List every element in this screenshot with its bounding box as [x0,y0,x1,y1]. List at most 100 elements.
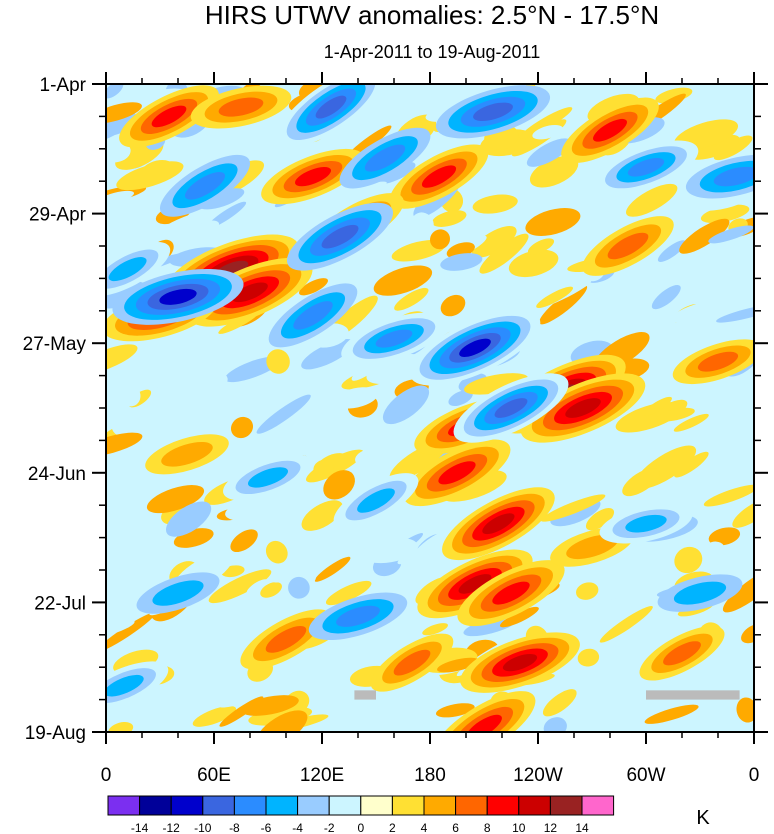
colorbar-swatch [328,795,362,816]
anomaly-contour [159,288,197,305]
anomaly-contour [364,144,406,172]
colorbar-swatch [486,795,520,816]
texture-patch [411,212,434,236]
texture-patch [355,449,380,466]
texture-patch [526,138,572,167]
colorbar-tick-label: 6 [452,821,459,834]
texture-patch [577,648,600,667]
anomaly-contour [161,442,213,467]
texture-patch [585,508,615,531]
x-tick-label: 120W [513,765,563,786]
colorbar-swatch [360,795,393,816]
texture-patch [235,604,288,645]
texture-patch [688,134,740,160]
texture-patch [479,233,529,274]
anomaly-contour [438,461,476,485]
x-tick-label: 180 [414,765,446,786]
chart-title: HIRS UTWV anomalies: 2.5°N - 17.5°N [205,0,659,30]
colorbar-tick-label: -2 [324,821,335,834]
texture-patch [708,225,754,244]
texture-patch [325,580,372,606]
texture-patch [732,498,754,528]
colorbar-swatch [391,795,425,816]
texture-patch [327,357,374,389]
texture-patch [540,494,606,522]
colorbar-swatch [455,795,488,816]
x-tick-label: 0 [749,765,760,786]
x-tick-label: 60W [626,765,665,786]
colorbar-swatch [107,795,141,816]
texture-patch [440,294,466,317]
texture-patch [641,378,674,401]
texture-patch [437,657,479,673]
texture-patch [190,607,232,621]
y-axis-labels: 1-Apr 29-Apr 27-May 24-Jun 22-Jul 19-Aug [23,75,87,744]
texture-patch [361,537,419,564]
colorbar-tick-label: -4 [292,821,303,834]
texture-patch [106,382,119,401]
texture-patch [527,238,555,255]
colorbar-tick-label: -8 [229,821,240,834]
colorbar-tick-label: 8 [484,821,491,834]
colorbar-swatch [297,795,330,816]
texture-patch [722,567,754,613]
texture-patch [674,546,703,574]
texture-patch [508,249,559,278]
y-tick-label: 1-Apr [40,75,87,96]
texture-patch [277,670,310,691]
colorbar [107,795,615,816]
x-tick-label: 0 [101,765,112,786]
missing-data [354,690,740,700]
texture-patch [394,401,414,418]
anomaly-contour [494,398,528,418]
texture-patch [656,407,695,422]
anomaly-contour [593,118,627,142]
texture-patch [599,605,653,643]
anomaly-contour [375,329,413,348]
anomaly-field [106,84,754,732]
anomaly-contour [607,232,649,260]
texture-patch [575,596,630,628]
x-tick-label: 60E [197,765,231,786]
colorbar-swatch [265,795,299,816]
texture-patch [418,134,476,163]
texture-patch [519,107,573,139]
texture-patch [230,529,258,553]
colorbar-swatch [549,795,583,816]
texture-patch [158,208,226,236]
anomaly-contour [232,282,268,303]
colorbar-swatch [233,795,267,816]
anomaly-contour [393,649,431,676]
colorbar-tick-label: -14 [131,821,149,834]
anomaly-contour [713,166,754,187]
texture-patch [288,576,310,599]
texture-patch [464,373,529,395]
texture-patch [256,394,311,434]
y-tick-label: 19-Aug [25,723,86,744]
texture-patch [654,310,675,332]
colorbar-labels: -14 -12 -10 -8 -6 -4 -2 0 2 4 6 8 10 12 14 [131,821,589,834]
missing-data-patch [646,690,740,700]
texture-patch [422,623,448,636]
texture-patch [626,183,678,217]
colorbar-swatch [581,795,615,816]
texture-patch [539,285,588,325]
texture-patch [301,339,355,370]
texture-patch [106,612,156,652]
texture-patch [440,253,483,271]
texture-patch [671,298,739,324]
colorbar-swatch [139,795,172,816]
texture-patch [265,540,288,564]
texture-patch [703,484,754,507]
texture-patch [230,416,254,439]
texture-patch [716,304,754,323]
y-tick-label: 29-Apr [29,205,87,226]
texture-patch [220,684,284,708]
texture-patch [106,432,143,457]
units-label: K [696,807,710,829]
texture-patch [644,704,699,724]
texture-patch [266,349,290,374]
anomaly-contour [492,581,530,605]
anomaly-contour [421,165,457,188]
